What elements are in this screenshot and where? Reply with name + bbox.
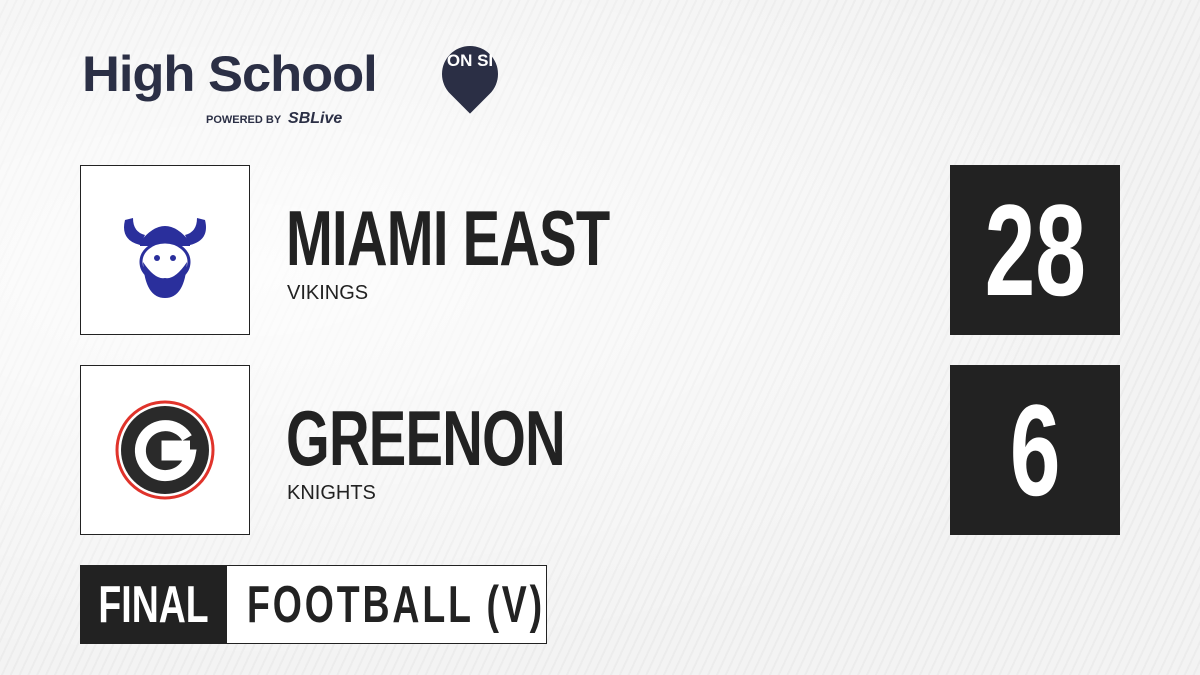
team-logo-greenon	[80, 365, 250, 535]
game-status-bar: FINAL FOOTBALL (V)	[80, 565, 547, 644]
team-score: 6	[950, 365, 1120, 535]
partner-logo: SBLive	[288, 110, 343, 127]
team-mascot: VIKINGS	[287, 282, 369, 304]
team-mascot: KNIGHTS	[287, 482, 376, 504]
brand-title: High School	[82, 46, 378, 102]
powered-by: POWERED BY SBLive	[206, 110, 343, 127]
team-score: 28	[950, 165, 1120, 335]
viking-head-icon	[124, 218, 206, 298]
brand-badge: ON SI	[446, 51, 494, 70]
team-name: MIAMI EAST	[286, 194, 610, 282]
team-name: GREENON	[286, 394, 566, 482]
status-badge: FINAL	[81, 566, 227, 643]
sport-label: FOOTBALL (V)	[247, 575, 546, 634]
brand-logo: High School ON SI POWERED BY SBLive	[82, 34, 510, 127]
team-logo-miami-east	[80, 165, 250, 335]
letter-g-icon	[115, 400, 215, 500]
